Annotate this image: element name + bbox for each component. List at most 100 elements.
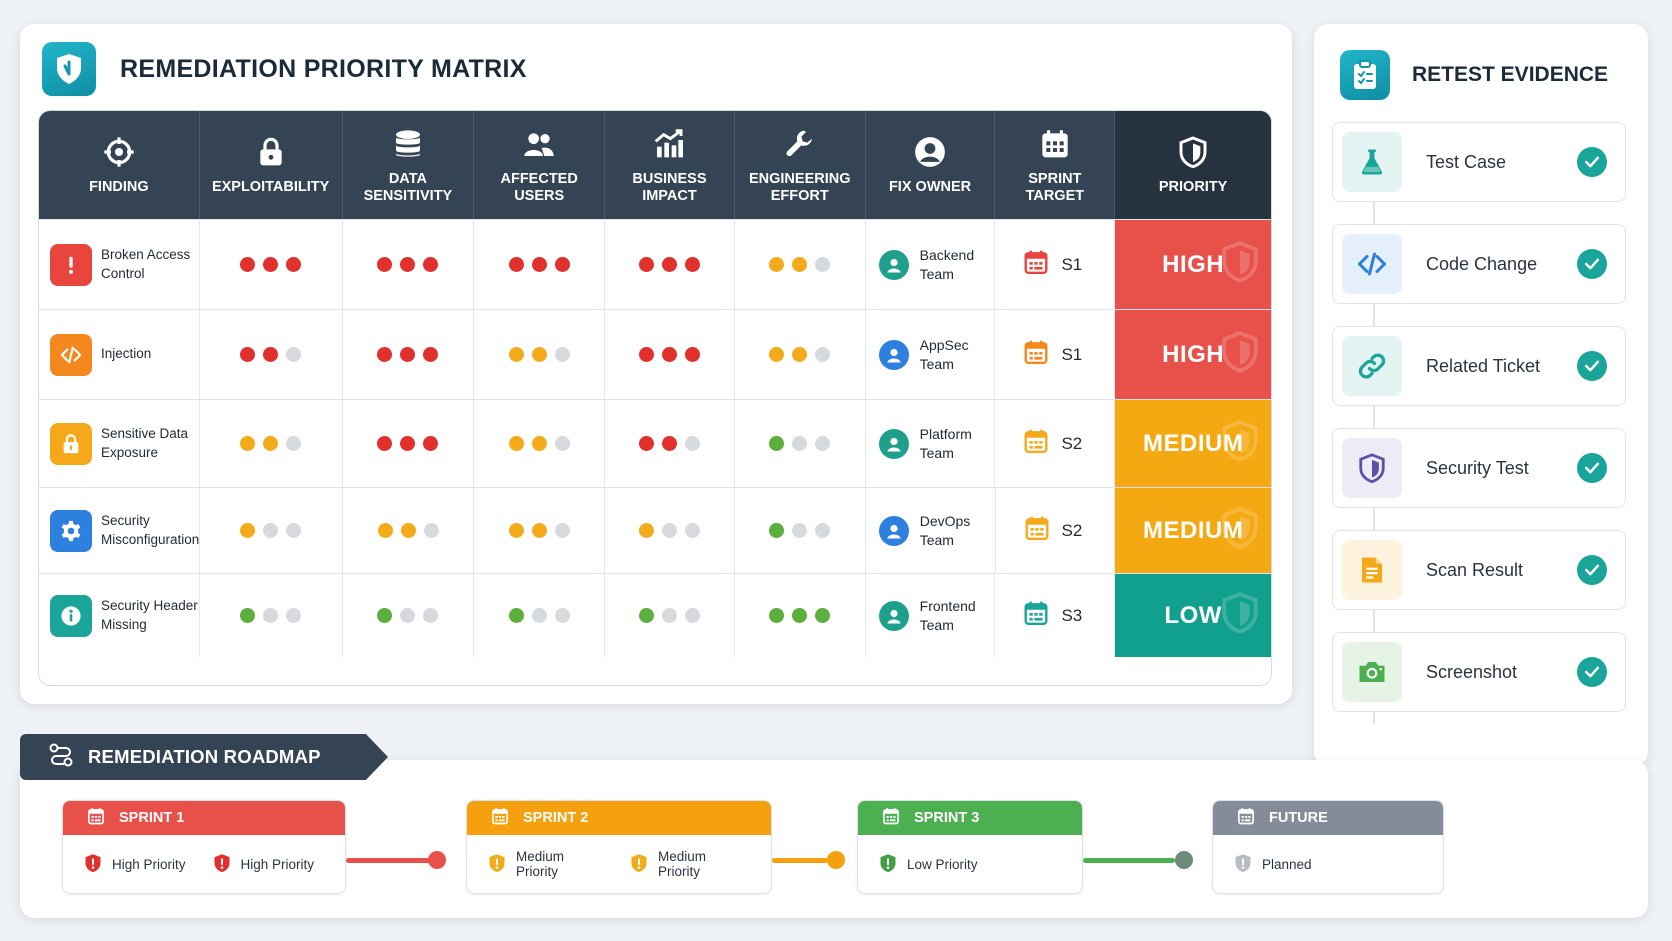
column-header-label: SENSITIVITY (363, 188, 453, 204)
sprint-card-sprint-2[interactable]: SPRINT 2 Medium Priority Medium Priority (466, 800, 772, 894)
priority-badge[interactable]: HIGH (1115, 220, 1271, 309)
score-dots (240, 257, 302, 272)
table-row[interactable]: Broken Access Control Backend Team S1 HIGH (39, 219, 1271, 309)
owner-name: DevOps Team (920, 512, 971, 550)
score-dot-filled (531, 347, 547, 362)
shield-watermark-icon (1219, 506, 1261, 555)
wrench-icon (784, 125, 816, 163)
evidence-item-scan-result[interactable]: Scan Result (1332, 530, 1626, 610)
score-dot-empty (554, 347, 570, 362)
check-icon (1577, 453, 1607, 483)
column-header-finding[interactable]: FINDING (39, 111, 200, 219)
priority-badge[interactable]: HIGH (1115, 310, 1271, 399)
fix-owner-cell: Frontend Team (866, 574, 996, 657)
lock-icon (255, 133, 287, 171)
finding-name-line: Injection (101, 346, 152, 362)
score-dot-filled (400, 523, 416, 538)
sprint-card-sprint-3[interactable]: SPRINT 3 Low Priority (857, 800, 1083, 894)
finding-name-line: Exposure (101, 444, 159, 460)
sprint-target-cell: S2 (995, 400, 1116, 487)
retest-evidence-card: RETEST EVIDENCE Test Case Code Change Rela… (1314, 24, 1648, 766)
roadmap-node (1175, 851, 1193, 869)
score-dot-empty (286, 436, 302, 451)
score-dot-empty (684, 436, 700, 451)
column-header-label: AFFECTED (500, 170, 578, 187)
priority-label: HIGH (1162, 250, 1225, 278)
shield-watermark-icon (1219, 240, 1261, 289)
score-dot-filled (769, 257, 785, 272)
sprint-label: S1 (1061, 344, 1083, 364)
evidence-item-code-change[interactable]: Code Change (1332, 224, 1626, 304)
owner-name-line: Team (919, 355, 954, 372)
evidence-item-related-ticket[interactable]: Related Ticket (1332, 326, 1626, 406)
score-cell (474, 310, 606, 399)
score-cell (605, 310, 735, 399)
evidence-item-security-test[interactable]: Security Test (1332, 428, 1626, 508)
score-dot-empty (400, 608, 416, 623)
table-row[interactable]: Injection AppSec Team S1 HIGH (39, 309, 1271, 399)
info-icon (50, 594, 92, 637)
column-header-fix owner[interactable]: FIX OWNER (866, 111, 996, 219)
evidence-item-screenshot[interactable]: Screenshot (1332, 632, 1626, 712)
priority-badge[interactable]: LOW (1115, 574, 1271, 657)
table-row[interactable]: Sensitive Data Exposure Platform Team S2 MEDI… (39, 399, 1271, 487)
score-dot-empty (423, 608, 439, 623)
calendar-icon (1237, 807, 1255, 829)
owner-name: Frontend Team (920, 597, 976, 635)
score-dot-filled (684, 347, 700, 362)
sprint-name: SPRINT 2 (523, 810, 589, 826)
column-header-affected-users[interactable]: AFFECTED USERS (474, 111, 606, 219)
column-header-business-impact[interactable]: BUSINESS IMPACT (605, 111, 735, 219)
table-row[interactable]: Security Misconfiguration DevOps Team S2 MEDI… (39, 487, 1271, 573)
priority-tag: Low Priority (878, 853, 978, 876)
finding-name: Broken Access Control (101, 246, 190, 284)
column-header-data-sensitivity[interactable]: DATA SENSITIVITY (343, 111, 475, 219)
shield-alert-icon (487, 853, 507, 876)
shield-watermark-icon (1219, 330, 1261, 379)
shield-alert-icon (212, 853, 232, 876)
score-cell (343, 488, 475, 573)
score-dot-empty (286, 608, 302, 623)
column-header-sprint-target[interactable]: SPRINT TARGET (995, 111, 1116, 219)
score-dots (769, 347, 831, 362)
score-dots (377, 347, 439, 362)
sprint-tags: Low Priority (858, 835, 1082, 893)
shield-alert-icon (83, 853, 103, 876)
finding-name-line: Sensitive Data (101, 425, 189, 441)
evidence-label: Screenshot (1426, 661, 1518, 682)
matrix-header: REMEDIATION PRIORITY MATRIX (42, 42, 527, 96)
sprint-card-future[interactable]: FUTURE Planned (1212, 800, 1444, 894)
roadmap-connector (1083, 858, 1175, 863)
calendar-icon (491, 807, 509, 829)
score-dot-filled (769, 436, 785, 451)
finding-name-line: Broken Access (101, 246, 191, 262)
sprint-label: S2 (1061, 433, 1083, 453)
score-dot-empty (684, 608, 700, 623)
priority-badge[interactable]: MEDIUM (1115, 488, 1271, 573)
evidence-item-test-case[interactable]: Test Case (1332, 122, 1626, 202)
check-icon (1577, 351, 1607, 381)
score-cell (605, 574, 735, 657)
priority-tag: Planned (1233, 853, 1312, 876)
priority-label: LOW (1164, 601, 1222, 629)
score-dot-filled (661, 347, 677, 362)
sprint-card-sprint-1[interactable]: SPRINT 1 High Priority High Priority (62, 800, 346, 894)
check-icon (1577, 657, 1607, 687)
column-header-priority[interactable]: PRIORITY (1115, 111, 1271, 219)
priority-badge[interactable]: MEDIUM (1115, 400, 1271, 487)
score-dot-empty (815, 523, 831, 538)
column-header-engineering-effort[interactable]: ENGINEERING EFFORT (735, 111, 866, 219)
roadmap-title: REMEDIATION ROADMAP (88, 746, 321, 767)
table-row[interactable]: Security Header Missing Frontend Team S3 LOW (39, 573, 1271, 657)
score-dot-filled (423, 257, 439, 272)
score-dot-empty (554, 608, 570, 623)
score-dot-filled (263, 347, 279, 362)
score-dot-filled (792, 257, 808, 272)
calendar-icon (882, 807, 900, 829)
owner-name-line: DevOps (919, 512, 971, 529)
shield-alert-icon (878, 853, 898, 876)
column-header-exploitability[interactable]: EXPLOITABILITY (200, 111, 343, 219)
finding-name: Security Misconfiguration (101, 512, 199, 550)
sprint-tags: Medium Priority Medium Priority (467, 835, 771, 893)
score-dots (508, 347, 570, 362)
